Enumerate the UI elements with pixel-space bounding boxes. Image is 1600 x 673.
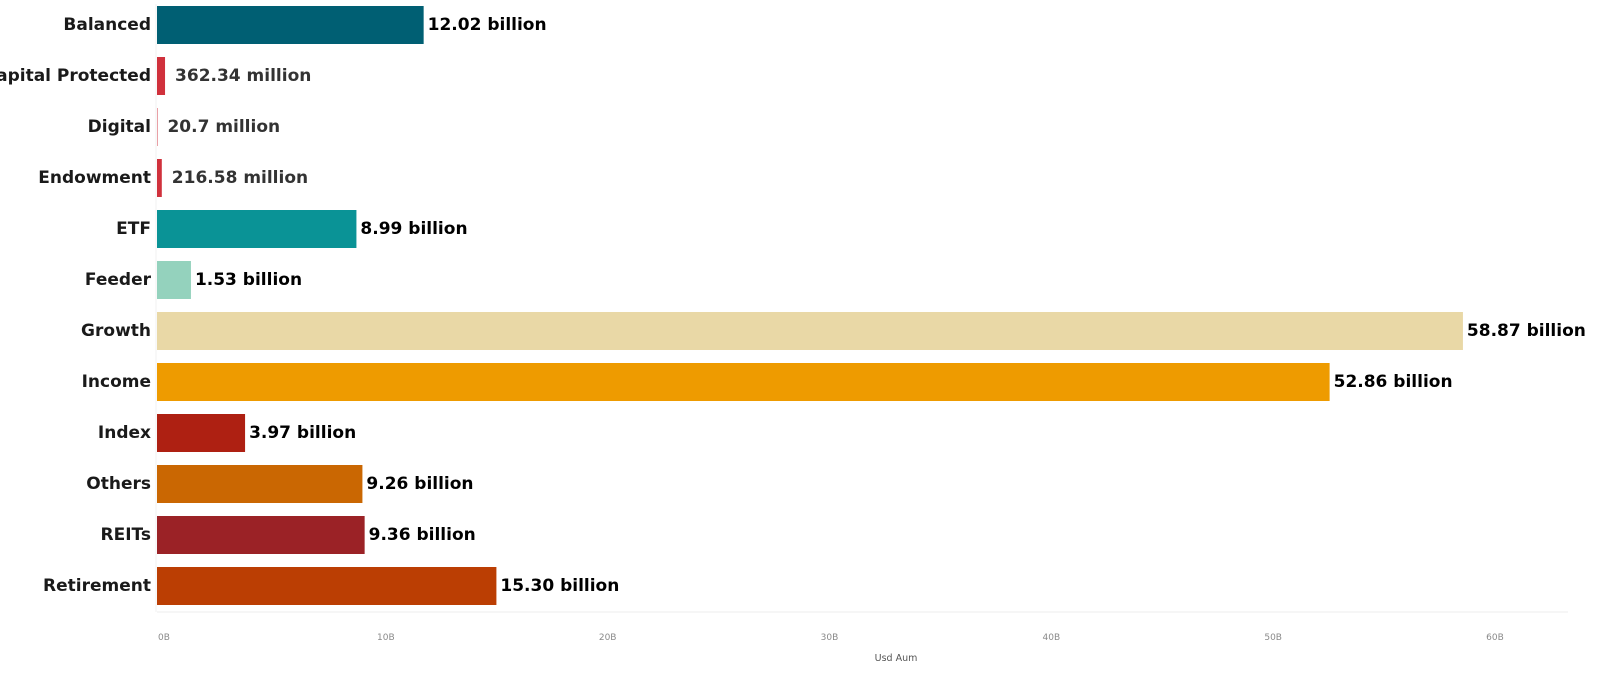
- data-label-etf: 8.99 billion: [360, 219, 467, 239]
- bar-others: [157, 465, 363, 503]
- x-tick-label: 20B: [599, 633, 617, 643]
- data-label-digital: 20.7 million: [167, 117, 280, 137]
- data-label-retirement: 15.30 billion: [500, 576, 619, 596]
- data-label-index: 3.97 billion: [249, 423, 356, 443]
- x-axis-title: Usd Aum: [875, 653, 918, 664]
- x-tick-label: 30B: [821, 633, 839, 643]
- x-tick-label: 10B: [377, 633, 395, 643]
- category-label-others: Others: [86, 474, 151, 494]
- x-axis: 0B 10B 20B 30B 40B 50B 60B: [155, 4, 1568, 643]
- data-label-balanced: 12.02 billion: [428, 15, 547, 35]
- bar-index: [157, 414, 246, 452]
- category-label-growth: Growth: [81, 321, 151, 341]
- category-label-retirement: Retirement: [43, 576, 151, 596]
- data-label-endowment: 216.58 million: [172, 168, 308, 188]
- category-label-endowment: Endowment: [38, 168, 151, 188]
- category-label-income: Income: [82, 372, 151, 392]
- category-label-index: Index: [98, 423, 151, 443]
- data-label-capital-protected: 362.34 million: [175, 66, 311, 86]
- category-label-balanced: Balanced: [63, 15, 151, 35]
- bar-etf: [157, 210, 357, 248]
- x-tick-label: 50B: [1264, 633, 1282, 643]
- bar-reits: [157, 516, 365, 554]
- bar-growth: [157, 312, 1463, 350]
- x-tick-label: 40B: [1043, 633, 1061, 643]
- bar-feeder: [157, 261, 191, 299]
- x-tick-label: 60B: [1486, 633, 1504, 643]
- category-label-capital-protected: Capital Protected: [0, 66, 151, 86]
- bars-layer: [157, 6, 1463, 605]
- category-label-etf: ETF: [116, 219, 151, 239]
- bar-endowment: [157, 159, 162, 197]
- data-label-feeder: 1.53 billion: [195, 270, 302, 290]
- bar-retirement: [157, 567, 497, 605]
- bar-balanced: [157, 6, 424, 44]
- data-label-income: 52.86 billion: [1334, 372, 1453, 392]
- data-label-reits: 9.36 billion: [369, 525, 476, 545]
- data-label-growth: 58.87 billion: [1467, 321, 1586, 341]
- bar-capital-protected: [157, 57, 166, 95]
- x-tick-label: 0B: [158, 633, 170, 643]
- bar-income: [157, 363, 1330, 401]
- category-label-digital: Digital: [88, 117, 151, 137]
- category-label-feeder: Feeder: [85, 270, 152, 290]
- data-label-others: 9.26 billion: [366, 474, 473, 494]
- labels-layer: Balanced 12.02 billion Capital Protected 36…: [0, 15, 1586, 596]
- category-label-reits: REITs: [101, 525, 152, 545]
